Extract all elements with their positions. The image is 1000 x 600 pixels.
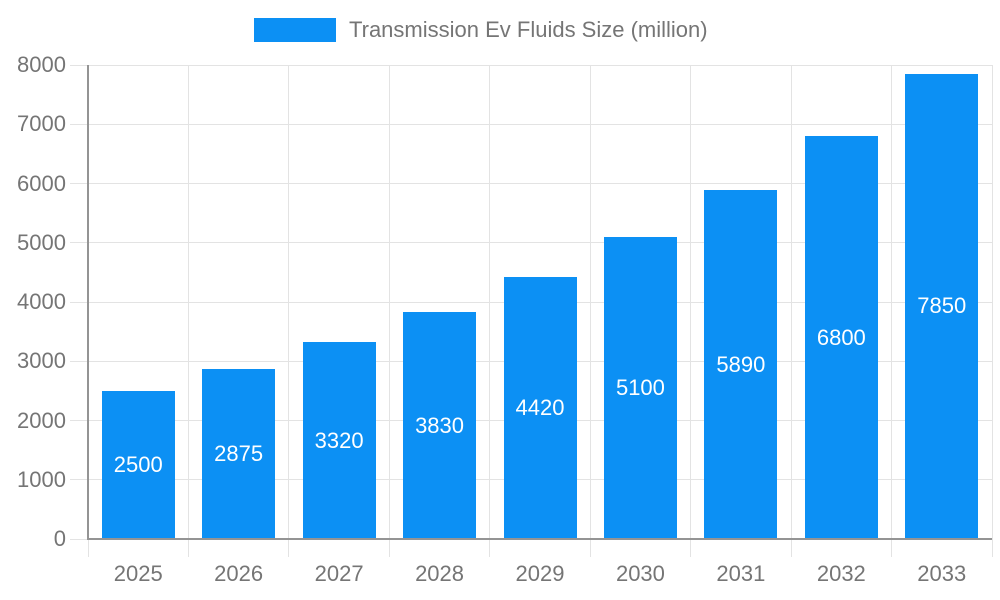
x-axis-tick-label: 2029 — [515, 561, 565, 586]
x-tick-mark — [690, 539, 692, 557]
bar[interactable] — [101, 390, 175, 539]
bar-value-label: 2875 — [214, 440, 264, 466]
bar[interactable] — [202, 368, 276, 539]
bar-value-label: 3830 — [415, 412, 465, 438]
x-axis-tick-label: 2027 — [314, 561, 364, 586]
bar-value-label: 5100 — [615, 374, 665, 400]
x-axis-tick-label: 2030 — [615, 561, 665, 586]
bar-value-label: 3320 — [314, 427, 364, 453]
bar[interactable] — [905, 73, 979, 539]
bar-value-label: 2500 — [113, 451, 163, 477]
y-axis-tick-label: 1000 — [17, 466, 66, 492]
y-axis-tick-label: 8000 — [17, 52, 66, 77]
bar-value-label: 6800 — [816, 324, 866, 350]
v-gridline — [288, 65, 290, 539]
x-axis-tick-label: 2031 — [716, 561, 766, 586]
legend-swatch[interactable] — [254, 18, 336, 42]
h-gridline — [88, 64, 992, 66]
y-tick-mark — [70, 538, 88, 540]
x-axis-tick-label: 2032 — [816, 561, 866, 586]
v-gridline — [589, 65, 591, 539]
v-gridline — [891, 65, 893, 539]
y-axis-tick-label: 6000 — [17, 170, 66, 196]
h-gridline — [88, 242, 992, 244]
h-gridline — [88, 123, 992, 125]
y-tick-mark — [70, 64, 88, 66]
bar[interactable] — [302, 342, 376, 539]
v-gridline — [991, 65, 993, 539]
y-tick-mark — [70, 301, 88, 303]
bar[interactable] — [603, 236, 677, 539]
x-tick-mark — [891, 539, 893, 557]
y-tick-mark — [70, 183, 88, 184]
bar[interactable] — [704, 190, 778, 539]
bar-value-label: 7850 — [917, 293, 967, 319]
x-tick-mark — [790, 539, 792, 557]
v-gridline — [388, 65, 390, 539]
y-tick-mark — [70, 242, 88, 244]
y-tick-mark — [70, 420, 88, 421]
x-tick-mark — [388, 539, 390, 557]
y-axis-tick-label: 3000 — [17, 348, 66, 374]
x-tick-mark — [187, 539, 189, 557]
bar[interactable] — [403, 312, 477, 539]
x-tick-mark — [589, 539, 591, 557]
v-gridline — [187, 65, 189, 539]
x-tick-mark — [489, 539, 491, 557]
v-gridline — [690, 65, 692, 539]
y-axis-tick-label: 0 — [53, 526, 66, 551]
bar[interactable] — [503, 277, 577, 539]
x-axis-tick-label: 2026 — [214, 561, 264, 586]
v-gridline — [489, 65, 491, 539]
x-axis-tick-label: 2025 — [113, 561, 163, 586]
legend-label: Transmission Ev Fluids Size (million) — [349, 17, 708, 42]
h-gridline — [88, 183, 992, 184]
x-tick-mark — [87, 539, 89, 557]
x-tick-mark — [288, 539, 290, 557]
legend[interactable]: Transmission Ev Fluids Size (million) — [254, 17, 708, 43]
y-tick-mark — [70, 360, 88, 362]
y-axis-line — [87, 65, 89, 540]
x-axis-tick-label: 2028 — [415, 561, 465, 586]
y-axis-tick-label: 5000 — [17, 229, 66, 255]
bar[interactable] — [804, 136, 878, 539]
x-tick-mark — [991, 539, 993, 557]
bar-value-label: 4420 — [515, 395, 565, 421]
x-axis-line — [88, 538, 992, 540]
y-tick-mark — [70, 123, 88, 125]
y-axis-tick-label: 7000 — [17, 111, 66, 137]
y-axis-tick-label: 4000 — [17, 289, 66, 314]
y-axis-tick-label: 2000 — [17, 407, 66, 433]
y-tick-mark — [70, 479, 88, 481]
x-axis-tick-label: 2033 — [917, 561, 967, 586]
v-gridline — [790, 65, 792, 539]
bar-value-label: 5890 — [716, 351, 766, 377]
